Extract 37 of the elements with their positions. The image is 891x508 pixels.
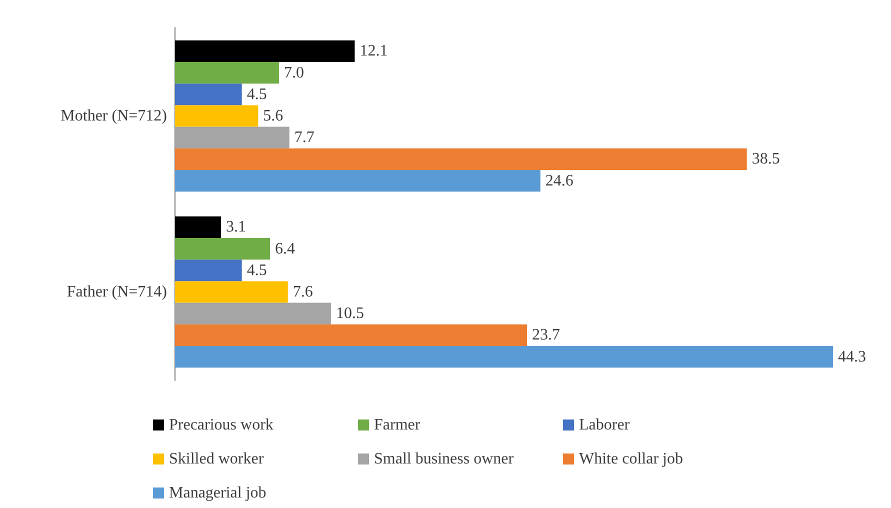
legend-label: Laborer bbox=[579, 416, 630, 434]
legend-label: Small business owner bbox=[374, 450, 514, 468]
data-label: 3.1 bbox=[226, 218, 246, 236]
legend-label: White collar job bbox=[579, 450, 683, 468]
data-label: 44.3 bbox=[838, 348, 866, 366]
data-label: 5.6 bbox=[263, 108, 284, 124]
bar bbox=[175, 324, 528, 346]
bar bbox=[175, 105, 258, 127]
bar bbox=[175, 126, 290, 148]
legend-label: Precarious work bbox=[169, 416, 274, 434]
legend-label: Managerial job bbox=[169, 484, 266, 502]
legend-label: Skilled worker bbox=[169, 450, 264, 468]
data-label: 4.5 bbox=[246, 86, 267, 103]
bar bbox=[175, 238, 270, 260]
y-tick-label: Mother (N=712) bbox=[60, 108, 167, 124]
data-label: 24.6 bbox=[545, 172, 574, 190]
bar bbox=[175, 62, 279, 84]
bar bbox=[175, 302, 331, 324]
y-tick-label: Father (N=714) bbox=[66, 284, 167, 300]
bar bbox=[175, 170, 540, 192]
bar bbox=[175, 148, 747, 170]
data-label: 7.6 bbox=[292, 284, 313, 300]
data-label: 6.4 bbox=[275, 240, 296, 258]
data-label: 23.7 bbox=[532, 326, 560, 344]
bar bbox=[175, 346, 833, 368]
data-label: 12.1 bbox=[360, 42, 388, 60]
data-label: 38.5 bbox=[752, 150, 780, 168]
data-label: 4.5 bbox=[246, 262, 267, 279]
data-label: 10.5 bbox=[336, 305, 364, 322]
bar bbox=[175, 281, 288, 303]
bar bbox=[175, 40, 355, 62]
legend-label: Farmer bbox=[374, 416, 421, 434]
data-label: 7.0 bbox=[284, 64, 304, 82]
data-label: 7.7 bbox=[294, 129, 314, 146]
bar bbox=[175, 260, 242, 282]
bar bbox=[175, 84, 242, 106]
bar bbox=[175, 216, 222, 238]
